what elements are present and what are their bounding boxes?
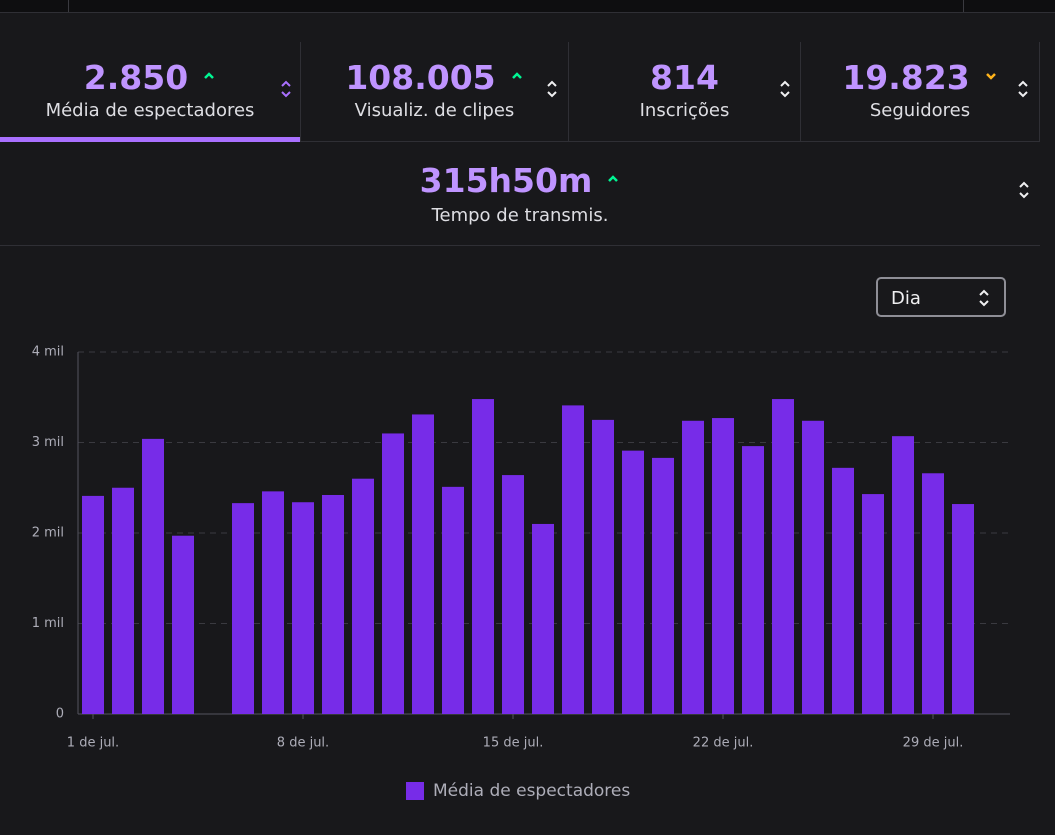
top-bar (0, 0, 1055, 13)
bar (532, 523, 554, 714)
bar (472, 399, 494, 714)
bar (262, 491, 284, 714)
chart: 0 1 mil 2 mil 3 mil 4 mil 1 de jul. 8 de jul. 1… (32, 345, 1010, 801)
bar (922, 473, 944, 714)
bar (712, 418, 734, 714)
y-tick-label: 1 mil (32, 616, 64, 631)
stat-tile[interactable]: 2.850 Média de espectadores (0, 42, 301, 142)
select-icon (979, 289, 989, 307)
stat-label: Inscrições (639, 100, 730, 121)
y-tick-label: 2 mil (32, 526, 64, 541)
sort-icon[interactable] (1016, 78, 1030, 100)
sort-icon[interactable] (1017, 179, 1031, 201)
bar (562, 405, 584, 714)
bar (142, 438, 164, 714)
x-tick-label: 8 de jul. (277, 736, 329, 751)
x-tick-label: 29 de jul. (903, 736, 964, 751)
stat-tile[interactable]: 108.005 Visualiz. de clipes (301, 42, 569, 142)
bar (802, 420, 824, 714)
bar (652, 457, 674, 714)
bar (412, 414, 434, 714)
y-tick-label: 4 mil (32, 345, 64, 360)
bar (442, 486, 464, 714)
active-indicator (0, 137, 300, 142)
bar (592, 419, 614, 714)
stat-label: Seguidores (869, 100, 971, 121)
x-tick-label: 15 de jul. (483, 736, 544, 751)
bar (682, 420, 704, 714)
stat-label: Visualiz. de clipes (354, 100, 515, 121)
bar (292, 502, 314, 714)
stat-value: 315h50m (419, 161, 593, 200)
stat-value: 2.850 (83, 58, 189, 97)
y-tick-label: 3 mil (32, 435, 64, 450)
stat-value: 814 (650, 58, 719, 97)
bar (382, 433, 404, 714)
bar (952, 504, 974, 714)
bar (832, 467, 854, 714)
bar (322, 494, 344, 714)
bar (502, 475, 524, 714)
trend-up (511, 72, 522, 79)
stat-tile[interactable]: 19.823 Seguidores (801, 42, 1040, 142)
bar (622, 450, 644, 714)
bar (352, 478, 374, 714)
legend-label: Média de espectadores (433, 781, 630, 801)
sort-icon[interactable] (279, 78, 293, 100)
bar (172, 535, 194, 714)
bar (112, 487, 134, 714)
stat-label: Média de espectadores (45, 100, 255, 121)
x-tick-label: 22 de jul. (693, 736, 754, 751)
sort-icon[interactable] (778, 78, 792, 100)
trend-up (608, 175, 619, 182)
bar (82, 495, 104, 714)
stat-tile[interactable]: 315h50m Tempo de transmis. (0, 143, 1040, 246)
bar (772, 399, 794, 714)
stat-value: 19.823 (842, 58, 970, 97)
bar (232, 503, 254, 714)
select-value: Dia (891, 288, 921, 309)
sort-icon[interactable] (545, 78, 559, 100)
bar (892, 436, 914, 714)
x-tick-label: 1 de jul. (67, 736, 119, 751)
legend-swatch (406, 782, 424, 800)
stat-value: 108.005 (345, 58, 496, 97)
trend-up (204, 72, 215, 79)
stat-tile[interactable]: 814 Inscrições (569, 42, 801, 142)
y-tick-label: 0 (56, 707, 64, 722)
stat-label: Tempo de transmis. (431, 205, 609, 226)
bar (862, 494, 884, 714)
bar (742, 446, 764, 714)
period-select[interactable]: Dia (876, 277, 1006, 317)
trend-down (985, 73, 996, 80)
